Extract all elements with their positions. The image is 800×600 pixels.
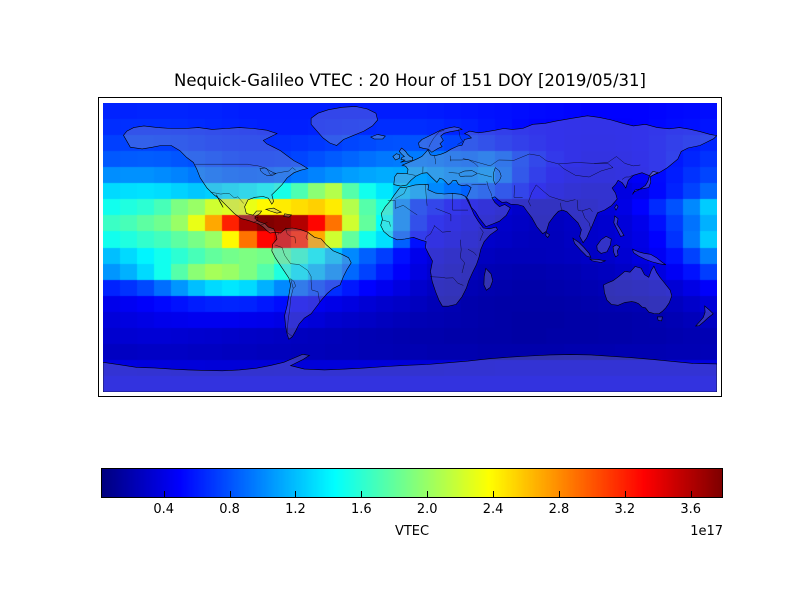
landmass-outline	[694, 305, 714, 327]
country-border	[284, 255, 320, 302]
colorbar-tick-mark	[427, 491, 429, 497]
landmass-outline	[283, 213, 293, 218]
country-border	[448, 172, 458, 174]
colorbar-tick-mark	[361, 491, 363, 497]
country-border	[560, 202, 562, 211]
country-border	[381, 219, 391, 227]
country-border	[305, 233, 308, 240]
vtec-heatmap-canvas	[103, 103, 717, 392]
colorbar-tick-mark	[493, 491, 495, 497]
country-border	[430, 276, 464, 286]
country-border	[460, 239, 465, 274]
colorbar-tick-mark	[558, 491, 560, 497]
country-border	[290, 278, 296, 289]
colorbar-tick-mark	[295, 491, 297, 497]
country-border	[558, 163, 614, 178]
country-border	[621, 175, 633, 180]
colorbar-tick-mark	[163, 491, 165, 497]
landmass-outline	[483, 267, 494, 291]
world-coastlines-overlay	[103, 106, 717, 392]
map-axes	[98, 97, 722, 397]
colorbar-tick-mark	[690, 491, 692, 497]
country-border	[387, 200, 418, 216]
colorbar-tick-label: 0.4	[153, 502, 175, 517]
landmass-outline	[588, 258, 607, 263]
landmass-outline	[370, 134, 386, 140]
country-border	[433, 225, 451, 233]
country-border	[285, 227, 296, 244]
country-border	[425, 184, 428, 206]
colorbar	[101, 468, 723, 498]
landmass-outline	[603, 265, 673, 315]
landmass-outline	[613, 215, 625, 237]
lake-outline	[458, 170, 478, 177]
country-border	[462, 153, 641, 167]
country-border	[576, 199, 593, 212]
country-border	[478, 173, 492, 178]
colorbar-tick-label: 0.8	[219, 502, 240, 517]
landmass-outline	[392, 153, 401, 161]
country-border	[425, 225, 435, 240]
country-border	[260, 221, 268, 226]
colorbar-tick-label: 3.6	[680, 502, 702, 517]
lake-outline	[492, 167, 502, 186]
country-border	[406, 173, 416, 176]
landmass-outline	[596, 236, 612, 254]
landmass-outline	[393, 115, 717, 244]
country-border	[513, 185, 523, 198]
landmass-outline	[656, 316, 663, 322]
colorbar-offset-text: 1e17	[690, 524, 723, 539]
landmass-outline	[380, 183, 498, 307]
colorbar-tick-label: 2.0	[416, 502, 438, 517]
country-border	[479, 227, 484, 241]
colorbar-tick-label: 1.2	[285, 502, 306, 517]
colorbar-tick-label: 2.8	[548, 502, 570, 517]
landmass-outline	[572, 237, 592, 258]
country-border	[450, 159, 479, 167]
colorbar-gradient-canvas	[102, 469, 722, 497]
country-border	[210, 191, 244, 204]
country-border	[471, 184, 487, 186]
country-border	[434, 155, 436, 165]
plot-title: Nequick-Galileo VTEC : 20 Hour of 151 DO…	[174, 71, 646, 90]
landmass-outline	[310, 106, 378, 146]
landmass-outline	[216, 194, 224, 208]
landmass-outline	[545, 231, 550, 238]
colorbar-tick-mark	[624, 491, 626, 497]
country-border	[528, 184, 537, 207]
country-border	[467, 249, 477, 256]
colorbar-tick-label: 3.2	[614, 502, 636, 517]
country-border	[275, 244, 285, 256]
landmass-outline	[264, 207, 283, 214]
country-border	[252, 216, 259, 223]
landmass-outline	[632, 170, 660, 195]
colorbar-tick-label: 2.4	[482, 502, 504, 517]
country-border	[435, 208, 452, 222]
landmass-outline	[632, 248, 666, 266]
landmass-outline	[612, 244, 621, 258]
colorbar-tick-label: 1.6	[351, 502, 372, 517]
landmass-outline	[614, 204, 619, 211]
country-border	[449, 155, 452, 162]
landmass-outline	[123, 125, 309, 234]
landmass-outline	[398, 147, 414, 163]
colorbar-axis-label: VTEC	[394, 524, 430, 539]
country-border	[428, 129, 445, 148]
country-border	[457, 129, 464, 145]
colorbar-tick-mark	[229, 491, 231, 497]
landmass-outline	[103, 353, 717, 392]
country-border	[395, 187, 407, 199]
country-border	[536, 184, 576, 202]
country-border	[486, 181, 493, 197]
country-border	[195, 163, 296, 175]
country-border	[582, 210, 592, 230]
